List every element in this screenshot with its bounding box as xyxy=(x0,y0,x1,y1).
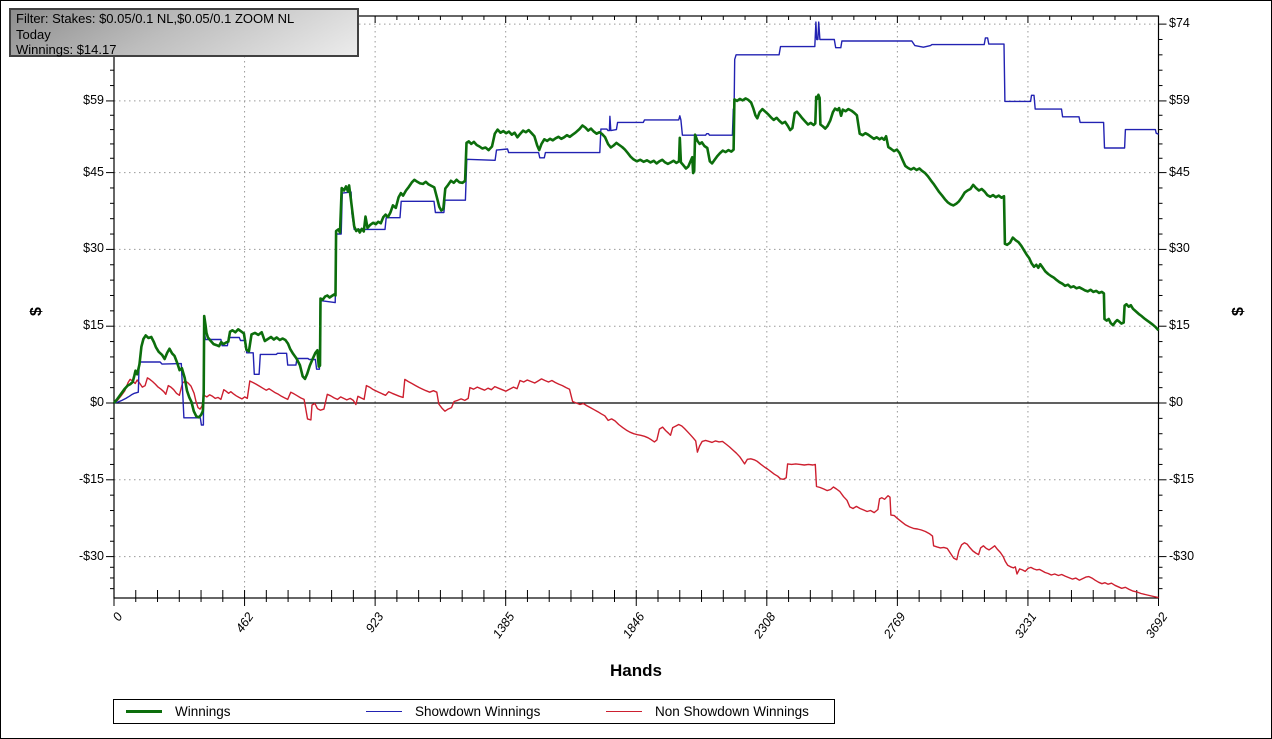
series-showdown-winnings xyxy=(113,21,1159,426)
winnings-line-sample xyxy=(126,710,162,713)
y-tick-label-left: -$30 xyxy=(78,548,104,563)
y-tick-label-right: $15 xyxy=(1169,318,1190,333)
filter-date-text: Today xyxy=(16,26,51,42)
y-tick-label-left: $15 xyxy=(83,318,104,333)
series-non-showdown-winnings xyxy=(113,377,1159,599)
y-tick-label-left: -$15 xyxy=(78,471,104,486)
y-tick-label-left: $30 xyxy=(83,241,104,256)
y-axis-title-right: $ xyxy=(1230,307,1247,316)
chart-legend: Winnings Showdown Winnings Non Showdown … xyxy=(113,699,835,724)
y-tick-label-right: $74 xyxy=(1169,16,1190,31)
filter-winnings-text: Winnings: $14.17 xyxy=(16,42,117,57)
y-tick-label-right: -$15 xyxy=(1169,471,1195,486)
filter-info-box[interactable]: Filter: Stakes: $0.05/0.1 NL,$0.05/0.1 Z… xyxy=(9,8,359,57)
y-tick-label-right: $30 xyxy=(1169,241,1190,256)
y-tick-label-left: $0 xyxy=(90,395,104,409)
y-tick-label-right: $45 xyxy=(1169,164,1190,179)
legend-entry-winnings[interactable]: Winnings xyxy=(114,704,354,719)
y-tick-label-left: $59 xyxy=(83,92,104,107)
legend-label-showdown-winnings: Showdown Winnings xyxy=(415,704,541,719)
y-tick-label-right: $59 xyxy=(1169,92,1190,107)
series-winnings xyxy=(112,93,1160,419)
legend-label-winnings: Winnings xyxy=(175,704,231,719)
x-axis-title: Hands xyxy=(610,661,662,680)
y-axis-title-left: $ xyxy=(28,307,45,316)
filter-stakes-text: Filter: Stakes: $0.05/0.1 NL,$0.05/0.1 Z… xyxy=(16,11,295,26)
legend-entry-showdown-winnings[interactable]: Showdown Winnings xyxy=(354,704,594,719)
y-tick-label-left: $45 xyxy=(83,164,104,179)
y-tick-label-right: $0 xyxy=(1169,395,1183,409)
legend-entry-non-showdown-winnings[interactable]: Non Showdown Winnings xyxy=(594,704,834,719)
legend-label-non-showdown-winnings: Non Showdown Winnings xyxy=(655,704,809,719)
non-showdown-winnings-line-sample xyxy=(606,711,642,712)
y-tick-label-right: -$30 xyxy=(1169,548,1195,563)
showdown-winnings-line-sample xyxy=(366,711,402,712)
